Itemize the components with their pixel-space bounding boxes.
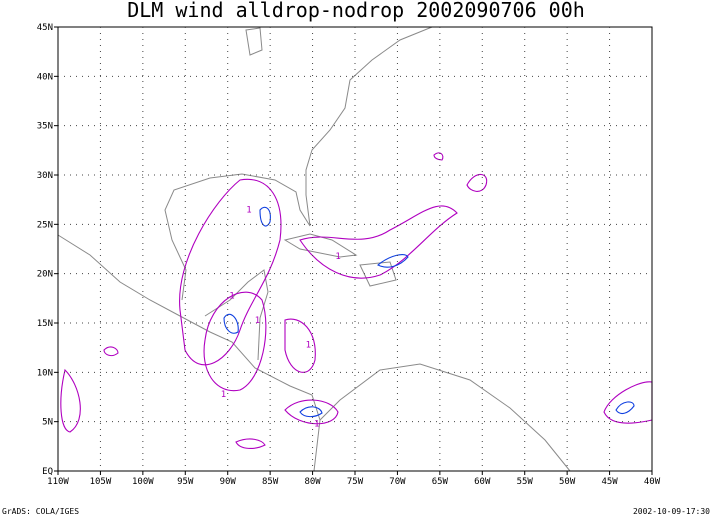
contour <box>299 406 323 418</box>
y-tick-label: 15N <box>37 319 53 329</box>
x-tick-label: 55W <box>517 477 534 487</box>
y-tick-label: 35N <box>37 122 53 132</box>
x-tick-label: 80W <box>304 477 321 487</box>
y-tick-label: 10N <box>37 368 53 378</box>
x-tick-label: 105W <box>90 477 112 487</box>
coastlines <box>57 26 571 472</box>
contour <box>284 399 339 425</box>
contour <box>103 346 119 357</box>
footer-left: GrADS: COLA/IGES <box>2 507 79 516</box>
y-tick-label: 20N <box>37 270 53 280</box>
coastline <box>319 363 571 472</box>
contour-label: 1 <box>229 291 234 301</box>
coastline <box>204 269 269 361</box>
x-tick-label: 65W <box>432 477 449 487</box>
contours <box>60 152 653 449</box>
x-tick-label: 60W <box>474 477 491 487</box>
y-tick-label: EQ <box>42 467 53 477</box>
x-tick-label: 100W <box>132 477 154 487</box>
x-tick-label: 90W <box>220 477 237 487</box>
contour <box>60 368 81 433</box>
x-tick-label: 50W <box>559 477 576 487</box>
contour <box>377 254 409 268</box>
contour-label: 1 <box>221 390 226 400</box>
contour <box>284 318 316 373</box>
contour-label: 1 <box>314 420 319 430</box>
footer-right: 2002-10-09-17:30 <box>633 507 710 516</box>
contour <box>203 291 267 392</box>
y-tick-label: 25N <box>37 220 53 230</box>
contour-label: 1 <box>246 205 251 215</box>
contour <box>179 178 282 366</box>
contour <box>299 205 458 279</box>
contour <box>223 313 239 334</box>
x-tick-label: 95W <box>177 477 194 487</box>
contour-label: 1 <box>306 341 311 351</box>
contour <box>615 401 635 415</box>
x-tick-label: 45W <box>601 477 618 487</box>
contour-label: 1 <box>335 252 340 262</box>
contour <box>235 438 266 449</box>
y-tick-label: 30N <box>37 171 53 181</box>
x-tick-label: 110W <box>47 477 69 487</box>
coastline <box>164 26 433 301</box>
contour-label: 1 <box>255 316 260 326</box>
contour <box>433 152 444 161</box>
map-title: DLM wind alldrop-nodrop 2002090706 00h <box>127 0 585 22</box>
x-tick-label: 70W <box>389 477 406 487</box>
x-tick-label: 85W <box>262 477 279 487</box>
island <box>245 27 263 56</box>
y-tick-label: 5N <box>42 418 53 428</box>
contour <box>259 206 271 227</box>
y-tick-label: 40N <box>37 72 53 82</box>
island <box>283 233 358 258</box>
x-tick-label: 40W <box>644 477 661 487</box>
coastline <box>57 234 321 472</box>
contour <box>466 173 488 192</box>
x-tick-label: 75W <box>347 477 364 487</box>
y-tick-label: 45N <box>37 23 53 33</box>
